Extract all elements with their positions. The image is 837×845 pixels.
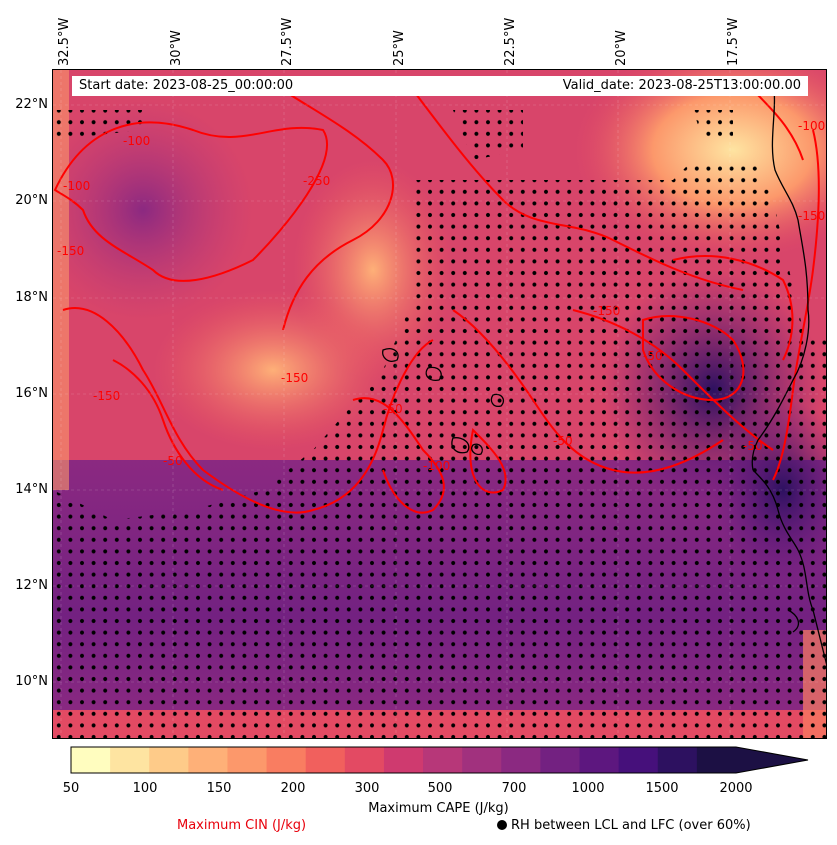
cin-legend: Maximum CIN (J/kg) xyxy=(177,818,307,833)
colorbar-segment xyxy=(305,747,346,773)
colorbar-segment xyxy=(383,747,424,773)
lon-label: 25°W xyxy=(392,30,407,66)
colorbar-segment xyxy=(266,747,307,773)
colorbar-segment xyxy=(110,747,150,773)
lat-label: 12°N xyxy=(15,578,48,593)
cin-contour-label: -100 xyxy=(123,134,150,148)
cin-contour-label: -150 xyxy=(798,209,825,223)
cape-field: -100 -100 -150 -250 -150 -50 -150 -50 -1… xyxy=(53,70,826,738)
colorbar-tick: 50 xyxy=(62,781,80,796)
cin-contour-label: -50 xyxy=(743,439,763,453)
lon-label: 27.5°W xyxy=(280,17,295,66)
cin-contour-label: -250 xyxy=(303,174,330,188)
lat-label: 22°N xyxy=(15,97,48,112)
colorbar-segment xyxy=(657,747,698,773)
cin-contour-label: -100 xyxy=(798,119,825,133)
cin-contour-label: -150 xyxy=(57,244,84,258)
colorbar-tick: 300 xyxy=(354,781,380,796)
cin-contour-label: -50 xyxy=(643,349,663,363)
colorbar-extend-arrow xyxy=(736,747,808,773)
cape-colorbar xyxy=(70,746,809,774)
map-panel: -100 -100 -150 -250 -150 -50 -150 -50 -1… xyxy=(52,69,827,739)
colorbar-segment xyxy=(696,747,737,773)
colorbar-segment xyxy=(423,747,463,773)
cin-contour-label: -50 xyxy=(383,402,403,416)
cin-contour-label: -100 xyxy=(423,459,450,473)
colorbar-tick: 1000 xyxy=(571,781,605,796)
lat-label: 18°N xyxy=(15,290,48,305)
cin-contour-label: -150 xyxy=(93,389,120,403)
colorbar-segment xyxy=(462,747,502,773)
colorbar-tick: 100 xyxy=(132,781,158,796)
valid-date: Valid_date: 2023-08-25T13:00:00.00 xyxy=(562,78,801,93)
colorbar-segment xyxy=(579,747,620,773)
cin-contour-label: -150 xyxy=(281,371,308,385)
colorbar-outline xyxy=(70,746,809,774)
colorbar-tick: 700 xyxy=(501,781,527,796)
colorbar-tick: 200 xyxy=(280,781,306,796)
colorbar-tick: 150 xyxy=(206,781,232,796)
cin-contour-label: -100 xyxy=(63,179,90,193)
rh-legend: RH between LCL and LFC (over 60%) xyxy=(497,818,751,833)
colorbar-segment xyxy=(227,747,268,773)
cin-contour-label: -50 xyxy=(163,454,183,468)
colorbar-segment xyxy=(501,747,541,773)
colorbar-segment xyxy=(188,747,228,773)
start-date: Start date: 2023-08-25_00:00:00 xyxy=(79,78,294,93)
lon-label: 17.5°W xyxy=(726,17,741,66)
colorbar-segment xyxy=(618,747,659,773)
colorbar-tick: 500 xyxy=(427,781,453,796)
colorbar-tick: 1500 xyxy=(645,781,679,796)
cin-contours xyxy=(53,89,820,514)
rh-legend-label: RH between LCL and LFC (over 60%) xyxy=(511,818,751,833)
lon-label: 30°W xyxy=(169,30,184,66)
dot-icon xyxy=(497,820,507,830)
coastline xyxy=(382,79,826,665)
colorbar-segment xyxy=(540,747,581,773)
colorbar-segment xyxy=(149,747,189,773)
cin-contour-label: -150 xyxy=(593,304,620,318)
lon-label: 32.5°W xyxy=(57,17,72,66)
colorbar-segment xyxy=(71,747,111,773)
colorbar-tick: 2000 xyxy=(719,781,753,796)
cin-contour-label: -50 xyxy=(553,434,573,448)
colorbar-segment xyxy=(344,747,385,773)
lon-label: 20°W xyxy=(614,30,629,66)
colorbar-label: Maximum CAPE (J/kg) xyxy=(368,801,509,816)
lat-label: 16°N xyxy=(15,386,48,401)
lat-label: 20°N xyxy=(15,193,48,208)
lat-label: 14°N xyxy=(15,482,48,497)
lon-label: 22.5°W xyxy=(503,17,518,66)
lat-label: 10°N xyxy=(15,674,48,689)
date-info-bar: Start date: 2023-08-25_00:00:00 Valid_da… xyxy=(72,76,808,96)
